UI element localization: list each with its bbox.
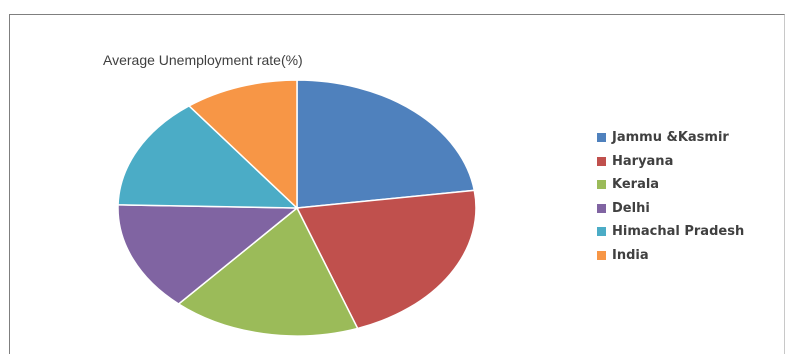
legend-swatch	[597, 250, 606, 260]
pie-slice-haryana	[295, 189, 477, 330]
legend-item-jammu-kasmir: Jammu &Kasmir	[597, 126, 744, 150]
pie-slice-jammu-kasmir	[296, 79, 476, 209]
chart-legend: Jammu &Kasmir Haryana Kerala Delhi Himachal …	[597, 126, 744, 267]
legend-label: Haryana	[612, 153, 674, 169]
chart-frame	[9, 14, 785, 354]
pie-slice-kerala	[177, 206, 359, 337]
legend-item-india: India	[597, 244, 744, 268]
pie-slice-india	[187, 79, 298, 210]
legend-label: Himachal Pradesh	[612, 224, 745, 240]
legend-swatch	[597, 227, 606, 237]
legend-swatch	[597, 156, 606, 166]
legend-item-himachal-pradesh: Himachal Pradesh	[597, 220, 744, 244]
pie-slice-himachal-pradesh	[117, 104, 299, 209]
legend-item-delhi: Delhi	[597, 197, 744, 221]
legend-label: India	[612, 247, 649, 263]
legend-swatch	[597, 133, 606, 143]
legend-item-haryana: Haryana	[597, 150, 744, 174]
legend-item-kerala: Kerala	[597, 173, 744, 197]
legend-swatch	[597, 203, 606, 213]
pie-slice-delhi	[117, 204, 300, 305]
chart-title: Average Unemployment rate(%)	[103, 52, 303, 68]
legend-label: Jammu &Kasmir	[612, 130, 729, 146]
legend-label: Delhi	[612, 200, 650, 216]
legend-label: Kerala	[612, 177, 660, 193]
legend-swatch	[597, 180, 606, 190]
